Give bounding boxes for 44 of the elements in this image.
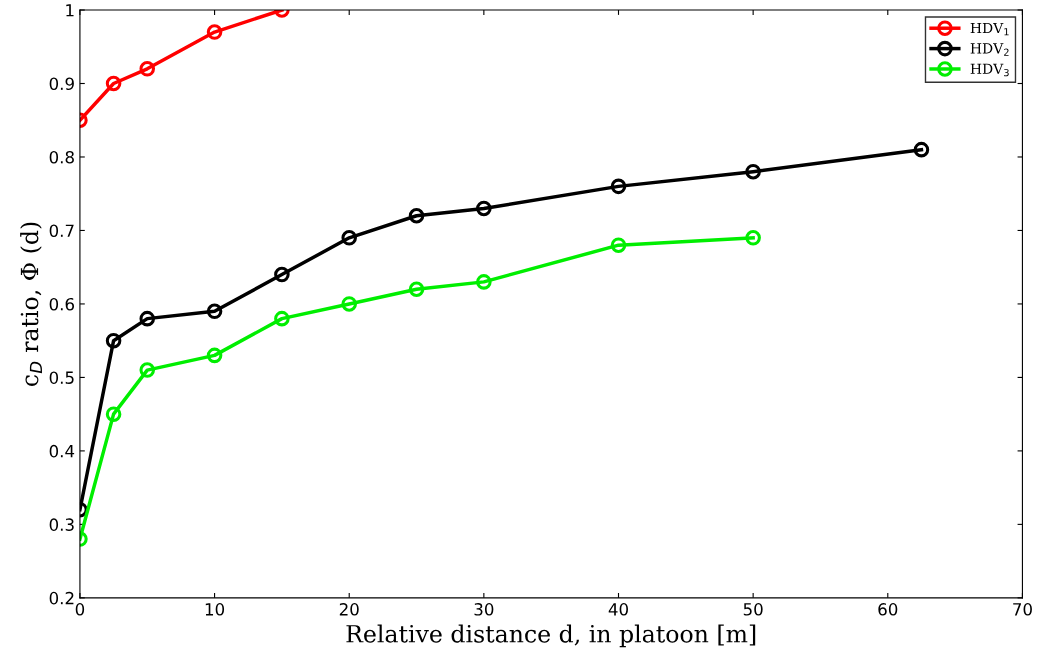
y-tick-label: 1: [66, 4, 74, 17]
point: [274, 310, 290, 327]
x-tick-label: 30: [474, 603, 494, 616]
x-tick-label: 60: [878, 603, 898, 616]
point: [341, 296, 357, 312]
y-tick-label: 0.7: [49, 224, 74, 238]
point: [139, 61, 156, 77]
point: [476, 274, 492, 290]
point: [745, 230, 761, 246]
point: [341, 230, 357, 246]
legend-label: HDV$_{2}$: [970, 43, 1009, 56]
point: [105, 75, 122, 92]
point: [610, 178, 627, 195]
point: [105, 406, 122, 422]
x-tick-label: 50: [743, 603, 763, 616]
point: [408, 281, 425, 298]
x-tick-label: 0: [75, 603, 85, 616]
x-axis-title: Relative distance d, in platoon [m]: [346, 624, 756, 648]
point: [206, 303, 223, 320]
y-tick-label: 0.4: [49, 444, 75, 458]
y-tick-label: 0.5: [49, 371, 74, 384]
legend-label: HDV$_{1}$: [970, 22, 1009, 36]
point: [206, 347, 223, 364]
y-axis-title: c$_{D}$ ratio, Φ (d): [20, 222, 42, 386]
point: [139, 362, 156, 378]
point: [274, 266, 290, 283]
point: [206, 24, 223, 40]
legend-label: HDV$_{3}$: [970, 63, 1009, 77]
y-tick-label: 0.6: [49, 297, 75, 311]
y-tick-label: 0.2: [49, 591, 74, 605]
point: [913, 141, 930, 158]
x-tick-label: 40: [608, 603, 628, 616]
point: [745, 163, 761, 180]
y-tick-label: 0.3: [49, 518, 74, 531]
x-tick-label: 20: [339, 603, 359, 616]
x-tick-label: 10: [205, 603, 225, 616]
point: [408, 207, 425, 224]
point: [610, 237, 627, 253]
y-tick-label: 0.8: [49, 150, 74, 164]
point: [105, 332, 122, 349]
x-tick-label: 70: [1013, 603, 1032, 616]
point: [476, 200, 492, 217]
y-tick-label: 0.9: [49, 77, 74, 91]
point: [139, 310, 156, 327]
